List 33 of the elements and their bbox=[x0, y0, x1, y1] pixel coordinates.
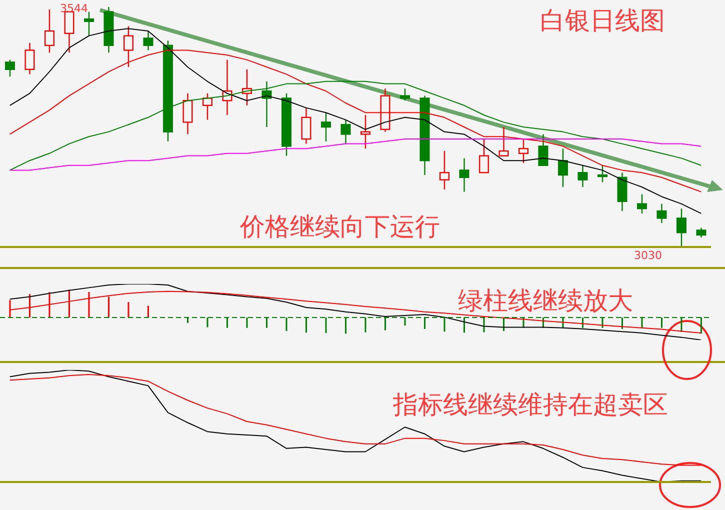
candlestick bbox=[202, 92, 212, 120]
candlestick bbox=[478, 138, 489, 174]
candlestick bbox=[301, 107, 312, 144]
candlestick bbox=[538, 134, 548, 166]
candlestick bbox=[64, 11, 74, 54]
candlestick bbox=[44, 8, 54, 54]
candlestick bbox=[360, 114, 370, 150]
candlestick bbox=[320, 112, 331, 142]
candlestick bbox=[617, 172, 628, 212]
candlestick bbox=[656, 203, 667, 224]
candlestick bbox=[400, 88, 410, 102]
candlestick bbox=[459, 158, 470, 192]
candlestick bbox=[597, 164, 608, 183]
candlestick bbox=[84, 11, 94, 36]
annotation: 指标线继续维持在超卖区 bbox=[393, 390, 668, 420]
candlestick bbox=[4, 59, 15, 78]
candlestick bbox=[24, 42, 35, 75]
candlestick bbox=[636, 194, 647, 214]
text: 3030 bbox=[634, 249, 662, 262]
annotation: 价格继续向下运行 bbox=[240, 212, 440, 242]
candlestick bbox=[696, 227, 706, 238]
candlestick bbox=[182, 92, 193, 135]
candlestick bbox=[558, 148, 568, 188]
candlestick bbox=[439, 150, 450, 190]
candlestick bbox=[143, 30, 154, 51]
annotation: 3544 bbox=[60, 2, 88, 16]
annotation: 绿柱线继续放大 bbox=[458, 286, 633, 316]
candlestick bbox=[676, 208, 686, 247]
candlestick bbox=[340, 119, 351, 144]
candlestick bbox=[578, 164, 588, 188]
chart-title: 白银日线图 bbox=[540, 6, 665, 36]
candlestick bbox=[518, 138, 528, 164]
candlestick bbox=[498, 126, 509, 156]
